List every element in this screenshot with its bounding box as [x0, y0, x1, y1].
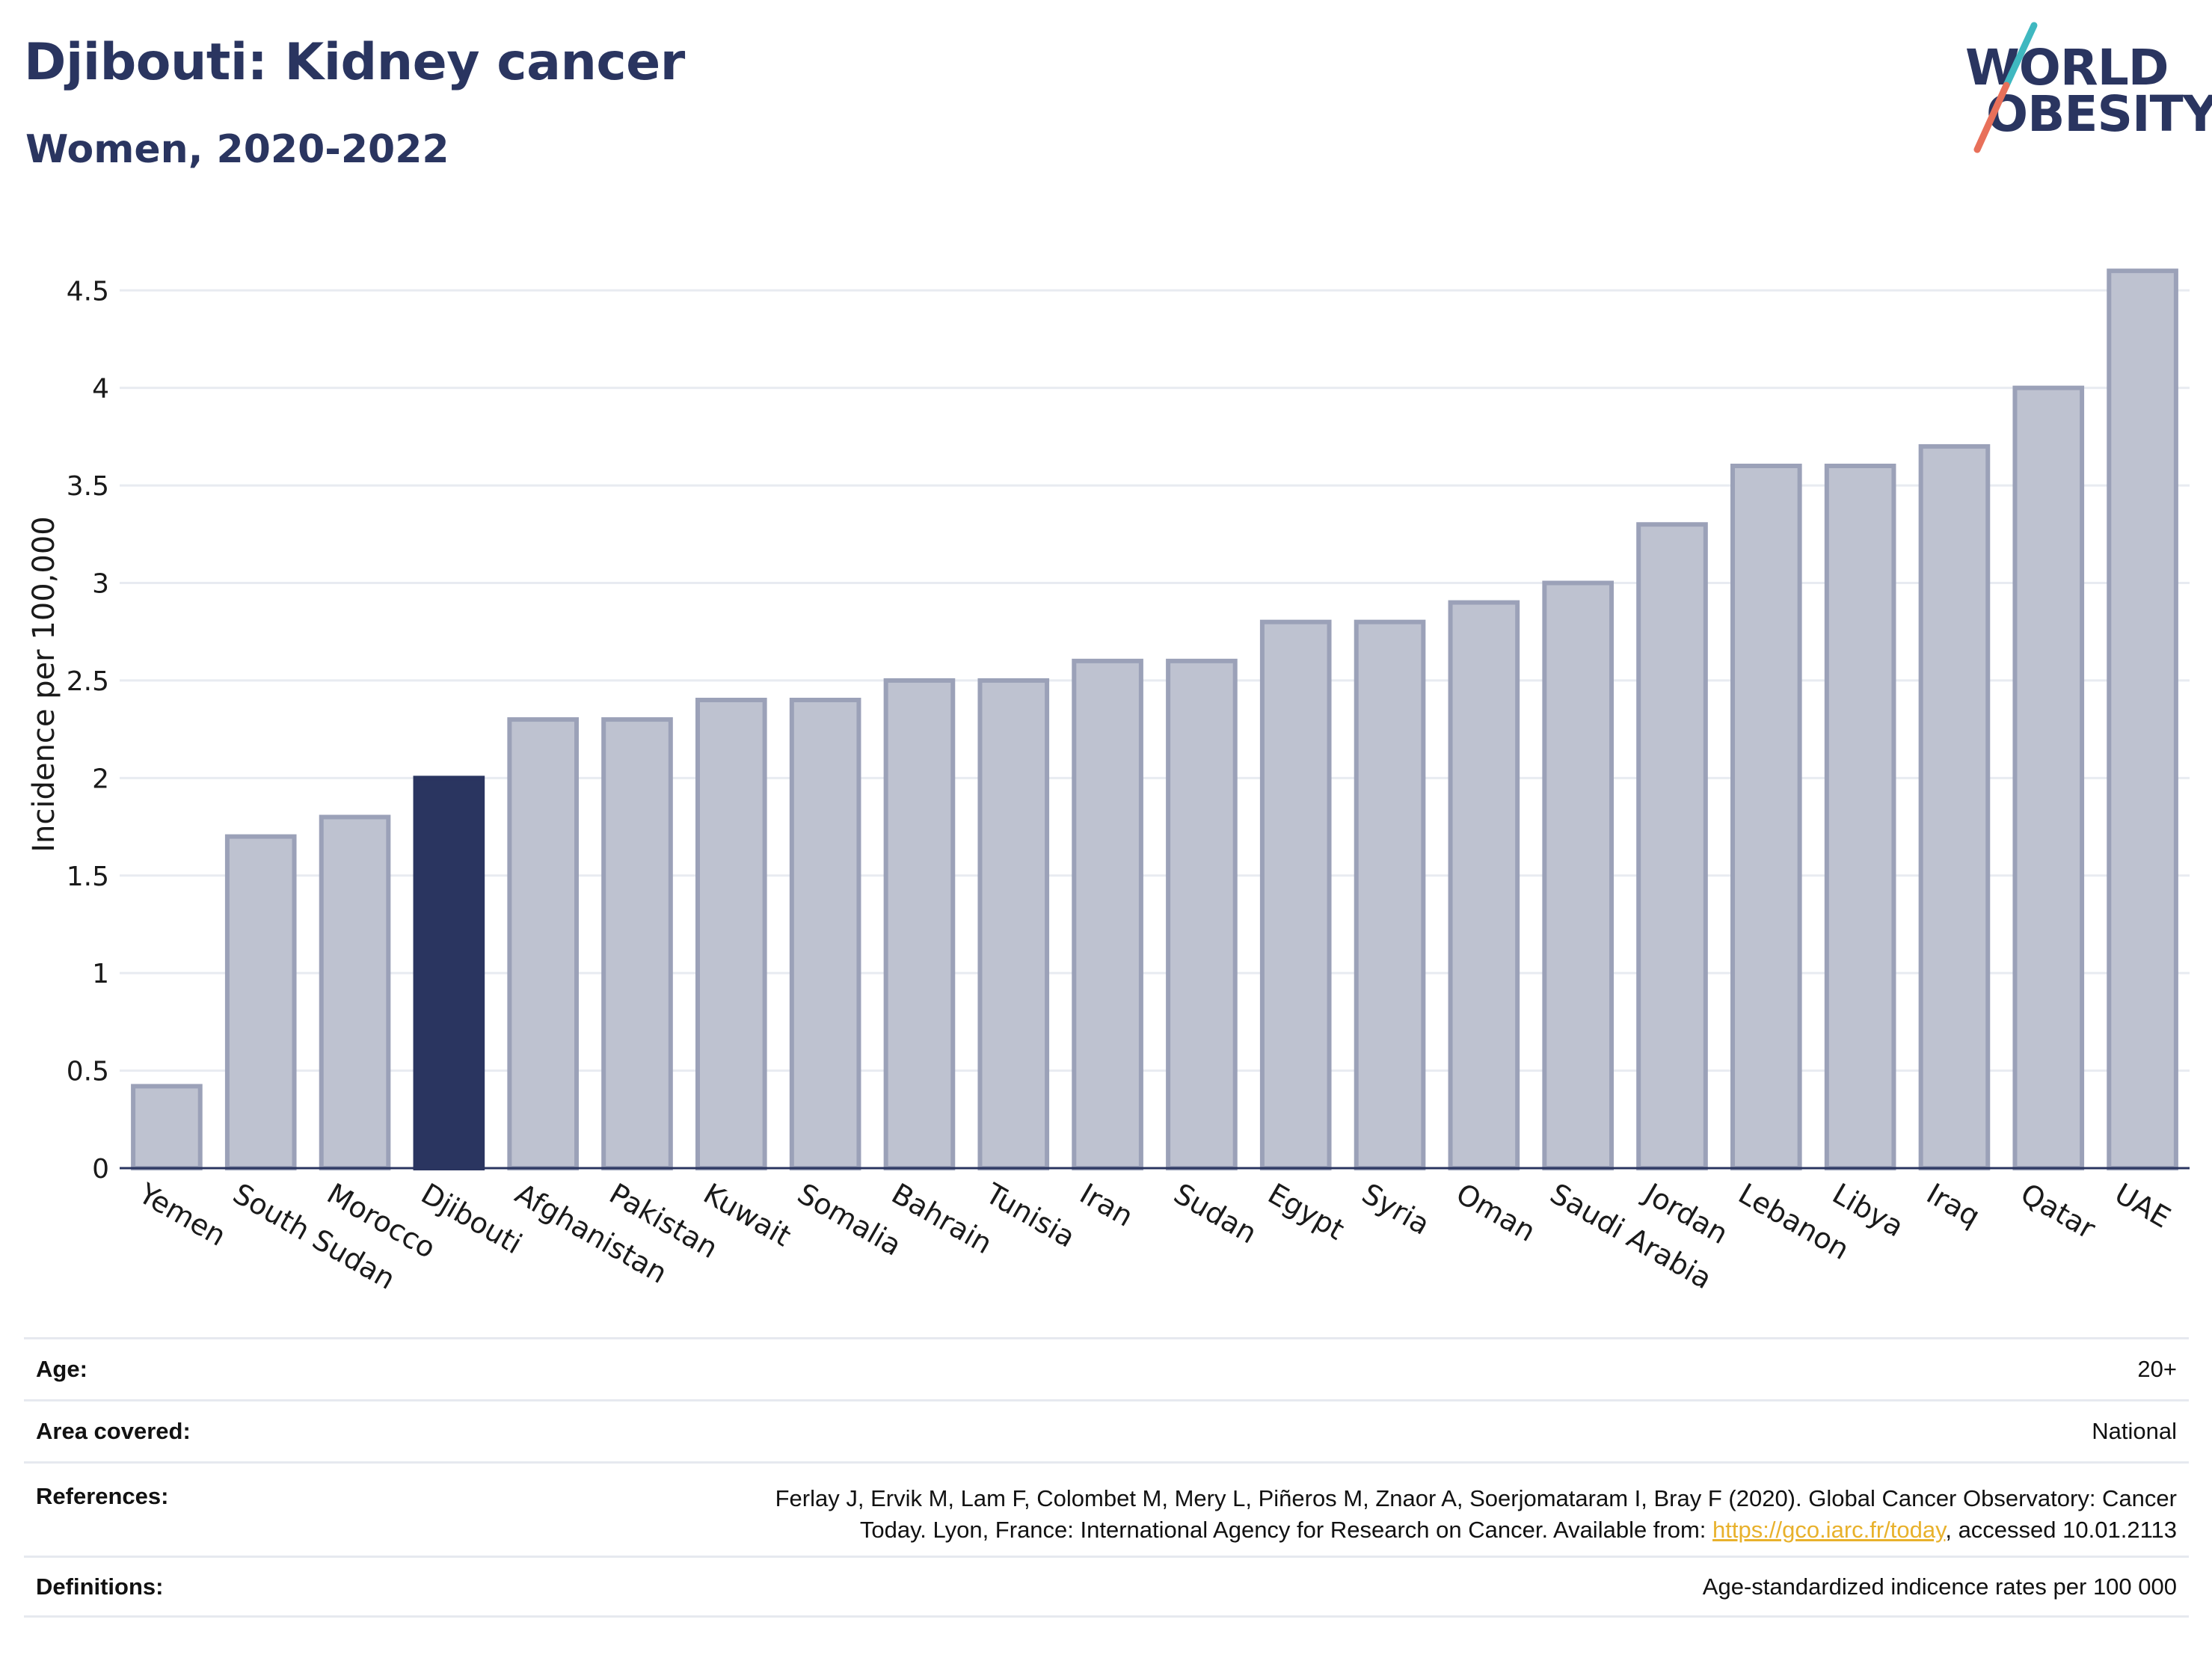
bar-egypt [1259, 619, 1332, 1170]
x-category-label: Saudi Arabia [1545, 1177, 1718, 1296]
bar-uae [2107, 268, 2178, 1171]
area-covered-value: National [2092, 1418, 2177, 1445]
y-tick-label: 2.5 [67, 666, 109, 697]
bar-lebanon [1730, 464, 1802, 1170]
references-line-1: Ferlay J, Ervik M, Lam F, Colombet M, Me… [775, 1485, 2177, 1511]
x-category-label: Syria [1357, 1177, 1435, 1241]
y-tick-label: 4 [92, 374, 109, 405]
bar-pakistan [601, 717, 673, 1170]
definitions-row: Definitions: Age-standardized indicence … [24, 1556, 2189, 1618]
bar-syria [1354, 619, 1426, 1170]
bar-afghanistan [507, 717, 579, 1170]
x-category-label: Bahrain [886, 1177, 998, 1261]
y-tick-label: 3 [92, 569, 109, 600]
x-category-label: Iran [1075, 1177, 1139, 1233]
world-obesity-logo: WORLD OBESITY [1944, 21, 2212, 156]
references-link[interactable]: https://gco.iarc.fr/today [1712, 1516, 1946, 1543]
bar-sudan [1166, 658, 1238, 1170]
bar-djibouti [413, 776, 485, 1170]
chart-title: Djibouti: Kidney cancer [24, 33, 685, 92]
y-axis-label: Incidence per 100,000 [27, 516, 61, 853]
x-category-label: Oman [1451, 1177, 1541, 1248]
bar-libya [1824, 464, 1896, 1170]
y-tick-label: 0 [92, 1154, 109, 1185]
bar-iran [1072, 658, 1143, 1170]
bar-somalia [789, 698, 861, 1170]
x-category-label: Somalia [792, 1177, 907, 1262]
x-category-label: Sudan [1168, 1177, 1262, 1250]
references-label: References: [36, 1483, 169, 1509]
bars [131, 268, 2178, 1171]
bar-jordan [1636, 522, 1708, 1170]
x-category-label: Yemen [133, 1176, 232, 1253]
bar-saudi-arabia [1542, 580, 1614, 1170]
logo-line-1: WORLD [1965, 39, 2169, 96]
logo-slash-icon [1973, 22, 2038, 153]
references-line-2: Today. Lyon, France: International Agenc… [859, 1516, 1713, 1543]
bar-south-sudan [224, 834, 297, 1170]
y-tick-labels: 0 0.5 1 1.5 2 2.5 3 3.5 4 4.5 [67, 276, 109, 1185]
metadata-table: Age: 20+ Area covered: National Referenc… [24, 1337, 2189, 1618]
bar-kuwait [695, 698, 767, 1170]
bar-morocco [319, 814, 391, 1170]
bar-iraq [1918, 443, 1991, 1170]
references-value: Ferlay J, Ervik M, Lam F, Colombet M, Me… [775, 1483, 2177, 1546]
bar-bahrain [883, 678, 956, 1170]
x-category-label: UAE [2110, 1177, 2176, 1235]
x-category-label: South Sudan [227, 1177, 401, 1296]
area-covered-row: Area covered: National [24, 1399, 2189, 1461]
definitions-label: Definitions: [36, 1573, 164, 1600]
x-category-label: Qatar [2015, 1177, 2101, 1246]
y-tick-label: 4.5 [67, 276, 109, 307]
y-tick-label: 0.5 [67, 1057, 109, 1087]
references-row: References: Ferlay J, Ervik M, Lam F, Co… [24, 1461, 2189, 1556]
chart-subtitle: Women, 2020-2022 [25, 127, 449, 172]
bar-qatar [2012, 385, 2085, 1171]
references-accessed: , accessed 10.01.2113 [1945, 1516, 2177, 1543]
y-tick-label: 3.5 [67, 471, 109, 502]
definitions-value: Age-standardized indicence rates per 100… [1702, 1573, 2177, 1600]
age-row: Age: 20+ [24, 1337, 2189, 1399]
logo-line-2: OBESITY [1986, 85, 2212, 143]
bar-oman [1448, 600, 1520, 1170]
bar-tunisia [977, 678, 1050, 1170]
y-tick-label: 2 [92, 764, 109, 794]
x-category-label: Egypt [1262, 1177, 1350, 1247]
x-category-label: Tunisia [980, 1176, 1081, 1254]
age-value: 20+ [2137, 1356, 2177, 1383]
y-tick-label: 1.5 [67, 862, 109, 892]
bar-yemen [131, 1084, 203, 1170]
area-covered-label: Area covered: [36, 1418, 191, 1444]
age-label: Age: [36, 1356, 87, 1382]
y-tick-label: 1 [92, 959, 109, 989]
x-category-label: Iraq [1921, 1177, 1985, 1233]
